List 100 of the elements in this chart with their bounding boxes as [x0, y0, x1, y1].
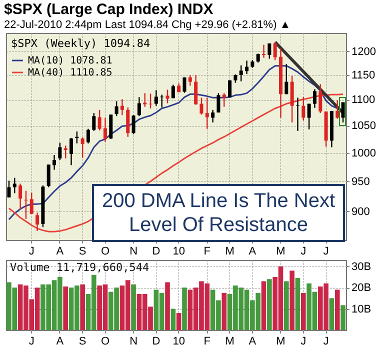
bar	[284, 281, 289, 330]
bar	[80, 284, 85, 330]
candlestick	[18, 183, 22, 210]
chart-title: Volume 11,719,660,544	[10, 261, 150, 274]
candlestick	[194, 74, 198, 106]
candlestick	[273, 41, 277, 61]
y-tick-label: 950	[352, 176, 370, 188]
candlestick	[80, 136, 84, 158]
x-tick-label: 10	[172, 336, 185, 348]
candlestick	[98, 109, 102, 131]
x-tick-label: F	[204, 336, 211, 348]
legend-label: MA(10) 1078.81	[28, 56, 112, 66]
bar	[329, 298, 334, 330]
candlestick	[307, 103, 311, 130]
candlestick	[46, 164, 50, 188]
candlestick	[86, 128, 90, 144]
candlestick	[92, 112, 96, 132]
x-tick-label: D	[152, 246, 160, 258]
x-tick-label: J	[28, 246, 34, 258]
x-tick-label: 10	[172, 246, 185, 258]
candlestick	[166, 89, 170, 104]
candlestick	[222, 92, 226, 108]
candlestick	[143, 92, 147, 108]
bar	[340, 305, 346, 330]
x-tick-label: N	[130, 246, 138, 258]
y-tick-label: 900	[352, 206, 370, 218]
x-tick-label: F	[204, 246, 211, 258]
candlestick	[239, 64, 243, 82]
bar	[131, 284, 136, 330]
x-tick-label: D	[152, 336, 160, 348]
candlestick	[52, 154, 56, 170]
x-tick-label: J	[323, 246, 329, 258]
x-tick-label: S	[78, 336, 86, 348]
candlestick	[58, 142, 62, 161]
bar	[176, 313, 182, 330]
candlestick	[12, 177, 16, 194]
x-tick-label: A	[248, 246, 257, 258]
x-tick-label: J	[323, 336, 329, 348]
x-tick-label: J	[300, 336, 306, 348]
chart-title: $SPX (Large Cap Index) INDX	[4, 1, 214, 18]
candlestick	[114, 100, 118, 117]
chart-subtitle: 22-Jul-2010 2:44pm Last 1094.84 Chg +29.96 (+2.81%) ▲	[4, 19, 292, 31]
y-tick-label: 1050	[352, 120, 376, 132]
legend-title: $SPX (Weekly) 1094.84	[11, 37, 150, 50]
candlestick	[132, 114, 136, 135]
x-tick-label: M	[276, 246, 286, 258]
candlestick	[245, 60, 249, 75]
bar	[182, 288, 187, 330]
annotation: 200 DMA Line Is The Next Level Of Resistance	[92, 184, 345, 242]
bar	[63, 286, 68, 330]
y-tick-label: 10B	[352, 303, 372, 316]
y-tick-label: 1150	[352, 69, 376, 82]
bar	[295, 278, 300, 330]
candlestick	[341, 102, 345, 124]
candlestick	[36, 212, 40, 232]
candlestick	[284, 63, 288, 95]
y-tick-label: 1200	[352, 46, 376, 58]
candlestick	[126, 106, 130, 138]
candlestick	[268, 42, 272, 60]
candlestick	[302, 96, 306, 121]
x-tick-label: O	[100, 336, 110, 348]
y-tick-label: 1100	[352, 94, 376, 106]
x-tick-label: A	[248, 336, 257, 348]
candlestick	[148, 93, 152, 109]
x-tick-label: S	[78, 246, 86, 258]
x-tick-label: N	[130, 336, 138, 348]
bar	[300, 292, 306, 330]
candlestick	[296, 97, 300, 132]
candlestick	[103, 117, 107, 142]
x-tick-label: M	[225, 246, 234, 258]
candlestick	[182, 76, 186, 94]
x-tick-label: O	[100, 246, 110, 258]
bar	[222, 292, 227, 330]
candlestick	[30, 192, 34, 215]
candlestick	[188, 74, 192, 86]
candlestick	[109, 114, 113, 140]
x-tick-label: A	[56, 246, 64, 258]
candlestick	[70, 137, 74, 166]
candlestick	[262, 44, 266, 58]
candlestick	[171, 84, 175, 99]
candlestick	[205, 97, 209, 130]
candlestick	[64, 144, 68, 159]
x-tick-label: M	[276, 336, 286, 348]
bar	[334, 290, 340, 330]
bar	[290, 270, 294, 330]
x-tick-label: J	[300, 246, 306, 258]
candlestick	[137, 96, 141, 117]
x-tick-label: J	[28, 336, 34, 348]
candlestick	[160, 94, 164, 108]
candlestick	[75, 130, 79, 144]
candlestick	[312, 88, 316, 108]
candlestick	[318, 84, 322, 114]
y-tick-label: 20B	[352, 282, 372, 294]
candlestick	[336, 100, 340, 120]
candlestick	[211, 109, 215, 124]
bar	[170, 308, 176, 330]
candlestick	[120, 98, 124, 116]
candlestick	[7, 180, 11, 198]
bar	[261, 281, 266, 330]
candlestick	[216, 92, 220, 114]
